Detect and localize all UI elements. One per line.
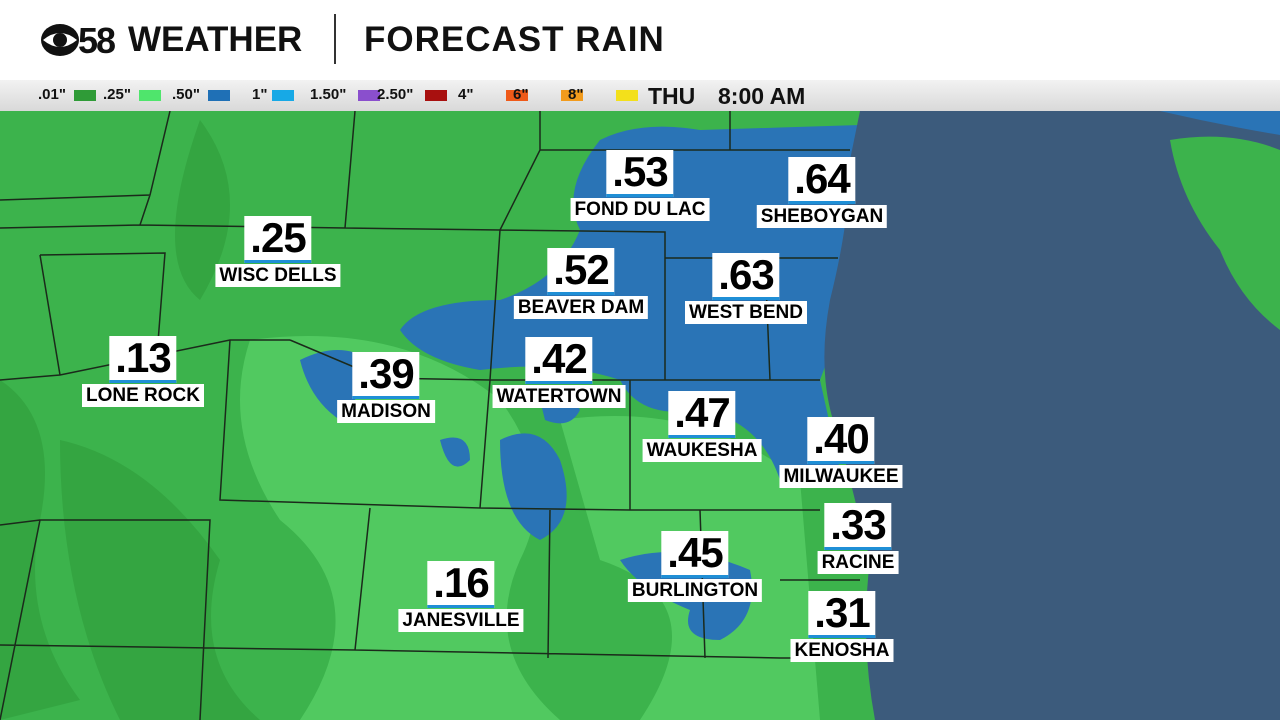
city-value: .39 [352,352,420,399]
legend-label: .50" [172,86,200,103]
city-name: MADISON [337,400,435,423]
divider [334,14,336,64]
legend-label: 4" [458,86,474,103]
legend-swatch [425,90,447,101]
land-east [1170,136,1280,330]
city-value: .16 [427,561,495,608]
legend-swatch [272,90,294,101]
city-value: .31 [808,591,876,638]
legend-label: 6" [513,86,529,103]
city-name: RACINE [817,551,899,574]
city-name: LONE ROCK [82,384,204,407]
header: 58 WEATHER FORECAST RAIN [0,0,1280,80]
legend-swatch [561,90,583,101]
city-value: .53 [606,150,674,197]
city-value: .63 [712,253,780,300]
cbs-eye-logo [41,24,79,56]
city-name: JANESVILLE [398,609,524,632]
city-name: KENOSHA [790,639,894,662]
legend-swatch [506,90,528,101]
legend-label: 1" [252,86,268,103]
time-clock: 8:00 AM [718,83,806,109]
legend-swatch [208,90,230,101]
logo-number: 58 [78,20,116,61]
city-name: BURLINGTON [627,579,763,602]
brand: WEATHER [128,20,303,59]
legend-label: .01" [38,86,66,103]
legend-label: 8" [568,86,584,103]
city-name: WEST BEND [685,301,807,324]
legend-label: 2.50" [377,86,414,103]
rain-blue [300,350,752,640]
legend-label: .25" [103,86,131,103]
city-value: .47 [668,391,736,438]
city-name: WISC DELLS [215,264,341,287]
city-value: .40 [807,417,875,464]
legend-label: 1.50" [310,86,347,103]
legend: THU 8:00 AM .01" .25" .50" 1" 1.50" 2.50" 4" 6"… [0,80,1280,111]
title: FORECAST RAIN [364,20,665,59]
city-name: WAUKESHA [642,439,762,462]
dark-green [0,120,260,720]
rain-blue [1160,111,1280,135]
city-value: .45 [661,531,729,578]
city-name: SHEBOYGAN [756,205,888,228]
city-name: WATERTOWN [492,385,626,408]
city-value: .33 [824,503,892,550]
city-value: .42 [525,337,593,384]
city-name: FOND DU LAC [570,198,710,221]
city-value: .25 [244,216,312,263]
time-day: THU [648,83,696,109]
legend-swatch [358,90,380,101]
legend-swatch [616,90,638,101]
city-value: .13 [109,336,177,383]
city-value: .64 [788,157,856,204]
legend-swatch [139,90,161,101]
city-value: .52 [547,248,615,295]
city-name: BEAVER DAM [513,296,649,319]
lake-michigan [824,111,1280,720]
legend-swatch [74,90,96,101]
city-name: MILWAUKEE [779,465,903,488]
